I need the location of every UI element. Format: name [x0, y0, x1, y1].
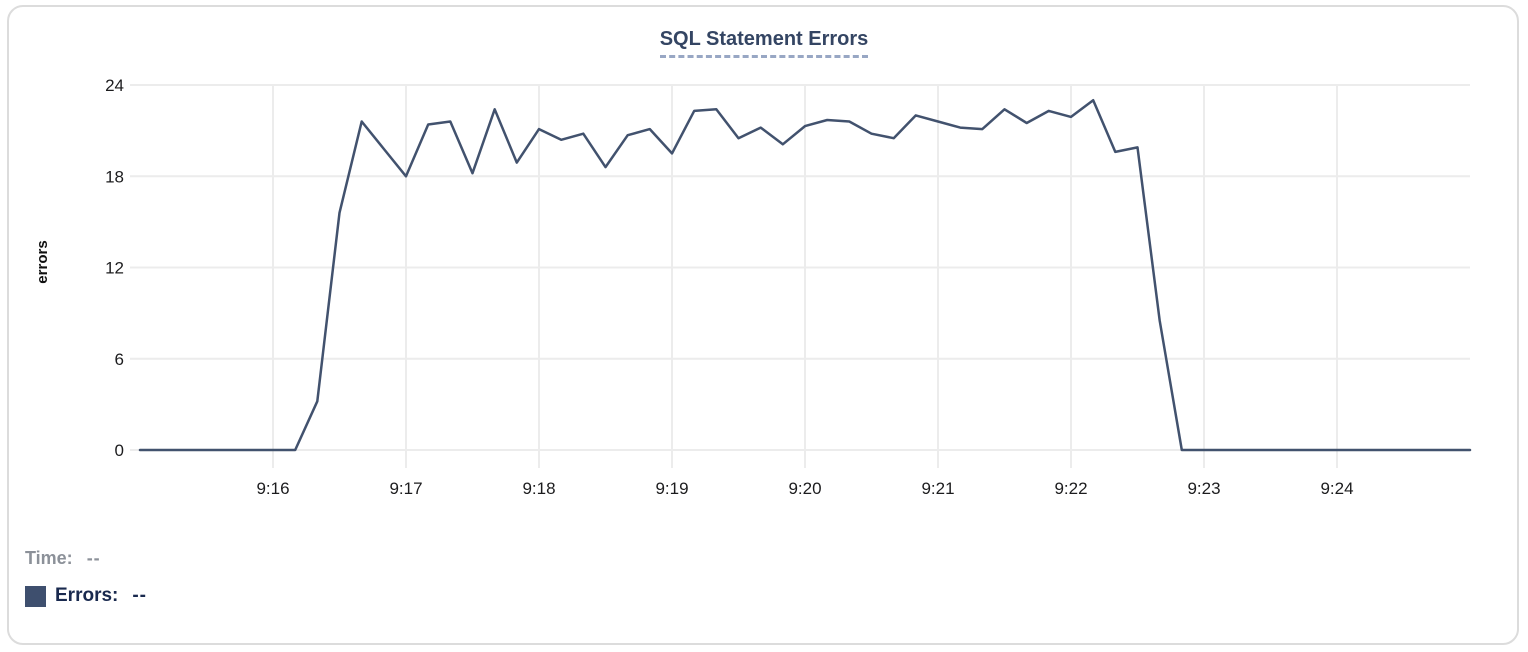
tooltip-time-value: -- — [86, 547, 101, 568]
y-tick-label: 0 — [115, 441, 124, 460]
y-tick-label: 24 — [105, 76, 124, 95]
x-tick-label: 9:21 — [921, 479, 954, 498]
chart-header: SQL Statement Errors — [0, 28, 1528, 58]
x-axis-tick-labels: 9:16 9:17 9:18 9:19 9:20 9:21 9:22 9:23 9:24 — [256, 479, 1353, 498]
chart-title-link[interactable]: SQL Statement Errors — [659, 28, 869, 58]
x-tick-label: 9:22 — [1054, 479, 1087, 498]
chart-legend: Time: -- Errors: -- — [25, 546, 147, 608]
x-tick-label: 9:24 — [1320, 479, 1353, 498]
x-tick-label: 9:19 — [655, 479, 688, 498]
tooltip-errors-value: -- — [132, 585, 148, 606]
y-axis-tick-labels: 0 6 12 18 24 — [105, 76, 124, 460]
y-tick-label: 12 — [105, 259, 124, 278]
chart-card — [7, 5, 1519, 645]
legend-errors-label: Errors: — [55, 585, 119, 606]
errors-series-swatch — [25, 585, 46, 607]
legend-errors-row[interactable]: Errors: -- — [25, 584, 147, 608]
errors-chart: 0 6 12 18 24 9:16 9:17 9:18 9:19 9:20 9:21 9:22 9:2… — [34, 76, 1472, 498]
x-tick-label: 9:20 — [788, 479, 821, 498]
y-tick-label: 18 — [105, 167, 124, 186]
x-tick-label: 9:18 — [522, 479, 555, 498]
tooltip-time-label: Time: — [25, 547, 73, 568]
errors-series-line — [138, 98, 1472, 452]
x-tick-label: 9:16 — [256, 479, 289, 498]
tooltip-time-row: Time: -- — [25, 546, 147, 570]
x-tick-label: 9:23 — [1187, 479, 1220, 498]
y-axis-title: errors — [34, 240, 51, 283]
x-tick-label: 9:17 — [389, 479, 422, 498]
chart-gridlines — [130, 84, 1470, 468]
y-tick-label: 6 — [115, 350, 124, 369]
